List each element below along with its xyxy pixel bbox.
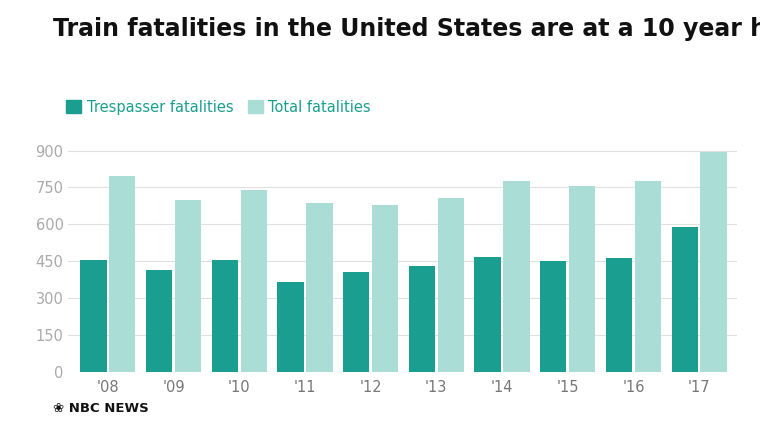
Bar [343, 272, 369, 372]
Text: ❀ NBC NEWS: ❀ NBC NEWS [53, 402, 149, 415]
Bar [211, 260, 238, 372]
Bar [606, 258, 632, 372]
Text: Train fatalities in the United States are at a 10 year high: Train fatalities in the United States ar… [53, 17, 760, 41]
Bar [569, 186, 595, 372]
Bar [503, 181, 530, 372]
Bar [146, 270, 173, 372]
Bar [474, 257, 501, 372]
Bar [81, 260, 106, 372]
Bar [175, 200, 201, 372]
Bar [409, 266, 435, 372]
Bar [672, 227, 698, 372]
Bar [701, 152, 727, 372]
Legend: Trespasser fatalities, Total fatalities: Trespasser fatalities, Total fatalities [61, 94, 377, 121]
Bar [306, 203, 333, 372]
Bar [240, 190, 267, 372]
Bar [109, 176, 135, 372]
Bar [372, 204, 398, 372]
Bar [277, 282, 303, 372]
Bar [540, 261, 566, 372]
Bar [438, 198, 464, 372]
Bar [635, 181, 661, 372]
